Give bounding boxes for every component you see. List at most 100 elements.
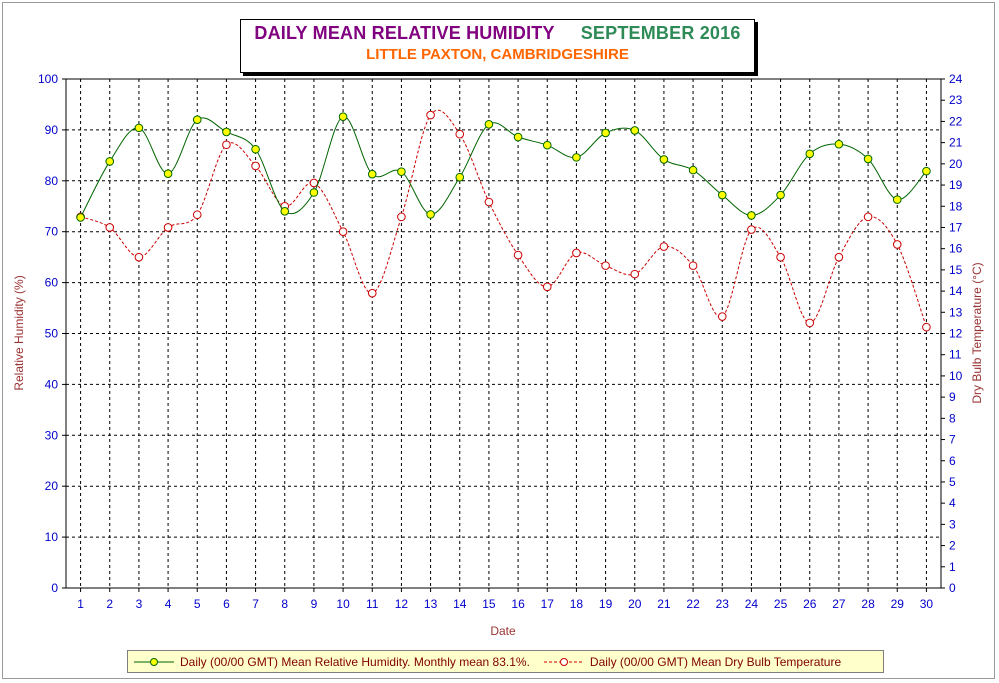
y2-tick-label: 22 xyxy=(949,114,963,128)
temperature-point xyxy=(426,110,435,120)
humidity-point xyxy=(484,120,494,129)
humidity-point xyxy=(426,210,435,219)
x-tick-label: 5 xyxy=(194,597,201,611)
y2-tick-label: 10 xyxy=(949,369,963,383)
x-tick-label: 13 xyxy=(424,597,438,611)
temperature-point xyxy=(776,252,785,262)
x-tick-label: 17 xyxy=(541,597,555,611)
legend-humidity-symbol xyxy=(134,657,174,666)
x-tick-label: 1 xyxy=(77,597,84,611)
temperature-point xyxy=(572,248,581,258)
temperature-point xyxy=(805,318,815,328)
humidity-point xyxy=(892,195,902,204)
humidity-point xyxy=(76,213,85,222)
y2-tick-label: 15 xyxy=(949,263,963,277)
grid-lines xyxy=(66,79,941,588)
humidity-point xyxy=(922,166,931,176)
temperature-point xyxy=(922,322,931,332)
humidity-point xyxy=(163,169,173,178)
y2-tick-label: 6 xyxy=(949,454,956,468)
humidity-point xyxy=(776,190,785,200)
x-tick-label: 7 xyxy=(252,597,259,611)
x-tick-label: 6 xyxy=(223,597,230,611)
x-tick-label: 24 xyxy=(745,597,759,611)
y-tick-label: 80 xyxy=(45,174,59,188)
x-tick-label: 20 xyxy=(628,597,642,611)
temperature-point xyxy=(484,197,494,207)
x-tick-label: 11 xyxy=(366,597,379,611)
humidity-line xyxy=(80,116,927,218)
x-tick-label: 22 xyxy=(686,597,700,611)
temperature-point xyxy=(134,252,144,262)
y2-tick-label: 17 xyxy=(949,220,963,234)
x-tick-label: 2 xyxy=(106,597,113,611)
temperature-point xyxy=(630,269,640,279)
temperature-point xyxy=(601,261,610,270)
temperature-point xyxy=(542,282,552,292)
chart-legend: Daily (00/00 GMT) Mean Relative Humidity… xyxy=(127,650,884,673)
title-main: DAILY MEAN RELATIVE HUMIDITY xyxy=(254,23,555,43)
y2-tick-label: 13 xyxy=(949,305,963,319)
humidity-point xyxy=(834,139,844,149)
humidity-point xyxy=(863,154,873,164)
humidity-point xyxy=(572,153,581,162)
temperature-line xyxy=(80,109,927,328)
y2-tick-label: 1 xyxy=(949,560,956,574)
humidity-series xyxy=(76,112,931,222)
humidity-point xyxy=(192,115,202,125)
y-tick-label: 10 xyxy=(45,530,59,544)
y2-tick-label: 9 xyxy=(949,390,956,404)
x-tick-label: 27 xyxy=(832,597,846,611)
humidity-point xyxy=(105,157,115,166)
legend-temperature-symbol xyxy=(543,657,584,666)
y-tick-label: 20 xyxy=(45,479,59,493)
y-tick-label: 0 xyxy=(51,581,58,595)
temperature-point xyxy=(688,261,698,270)
tick-labels: 0102030405060708090100012345678910111213… xyxy=(38,72,963,611)
humidity-point xyxy=(251,144,260,154)
humidity-point xyxy=(747,211,756,220)
y2-tick-label: 24 xyxy=(949,72,963,86)
x-tick-label: 14 xyxy=(453,597,467,611)
humidity-point xyxy=(542,140,552,150)
y-tick-label: 30 xyxy=(45,428,59,442)
y-tick-label: 100 xyxy=(38,72,58,86)
y2-tick-label: 4 xyxy=(949,496,956,510)
humidity-point xyxy=(717,190,727,200)
temperature-point xyxy=(892,240,902,249)
humidity-point xyxy=(309,188,319,197)
y2-tick-label: 14 xyxy=(949,284,963,298)
humidity-point xyxy=(280,207,290,216)
x-tick-label: 29 xyxy=(891,597,905,611)
y-tick-label: 50 xyxy=(45,327,59,341)
temperature-point xyxy=(105,223,115,232)
temperature-point xyxy=(455,129,465,139)
axis-ticks xyxy=(62,78,945,592)
x-tick-label: 16 xyxy=(511,597,525,611)
x-tick-label: 21 xyxy=(657,597,671,611)
y2-tick-label: 16 xyxy=(949,242,963,256)
temperature-point xyxy=(192,210,202,220)
humidity-point xyxy=(397,167,406,176)
humidity-point xyxy=(513,132,523,142)
y2-tick-label: 11 xyxy=(949,348,962,362)
temperature-point xyxy=(397,212,406,222)
humidity-point xyxy=(630,126,640,135)
x-tick-label: 28 xyxy=(861,597,875,611)
x-tick-label: 25 xyxy=(774,597,788,611)
temperature-point xyxy=(659,242,669,251)
y2-tick-label: 23 xyxy=(949,93,963,107)
humidity-point xyxy=(805,149,815,159)
temperature-point xyxy=(309,178,319,188)
humidity-point xyxy=(338,112,348,121)
chart-title-box: DAILY MEAN RELATIVE HUMIDITY SEPTEMBER 20… xyxy=(240,19,755,73)
humidity-point xyxy=(367,169,377,179)
humidity-point xyxy=(601,128,610,138)
y2-tick-label: 8 xyxy=(949,411,956,425)
temperature-point xyxy=(513,250,523,260)
humidity-point xyxy=(455,172,465,182)
x-tick-label: 26 xyxy=(803,597,817,611)
y-axis-title: Relative Humidity (%) xyxy=(12,275,26,390)
temperature-point xyxy=(338,227,348,236)
